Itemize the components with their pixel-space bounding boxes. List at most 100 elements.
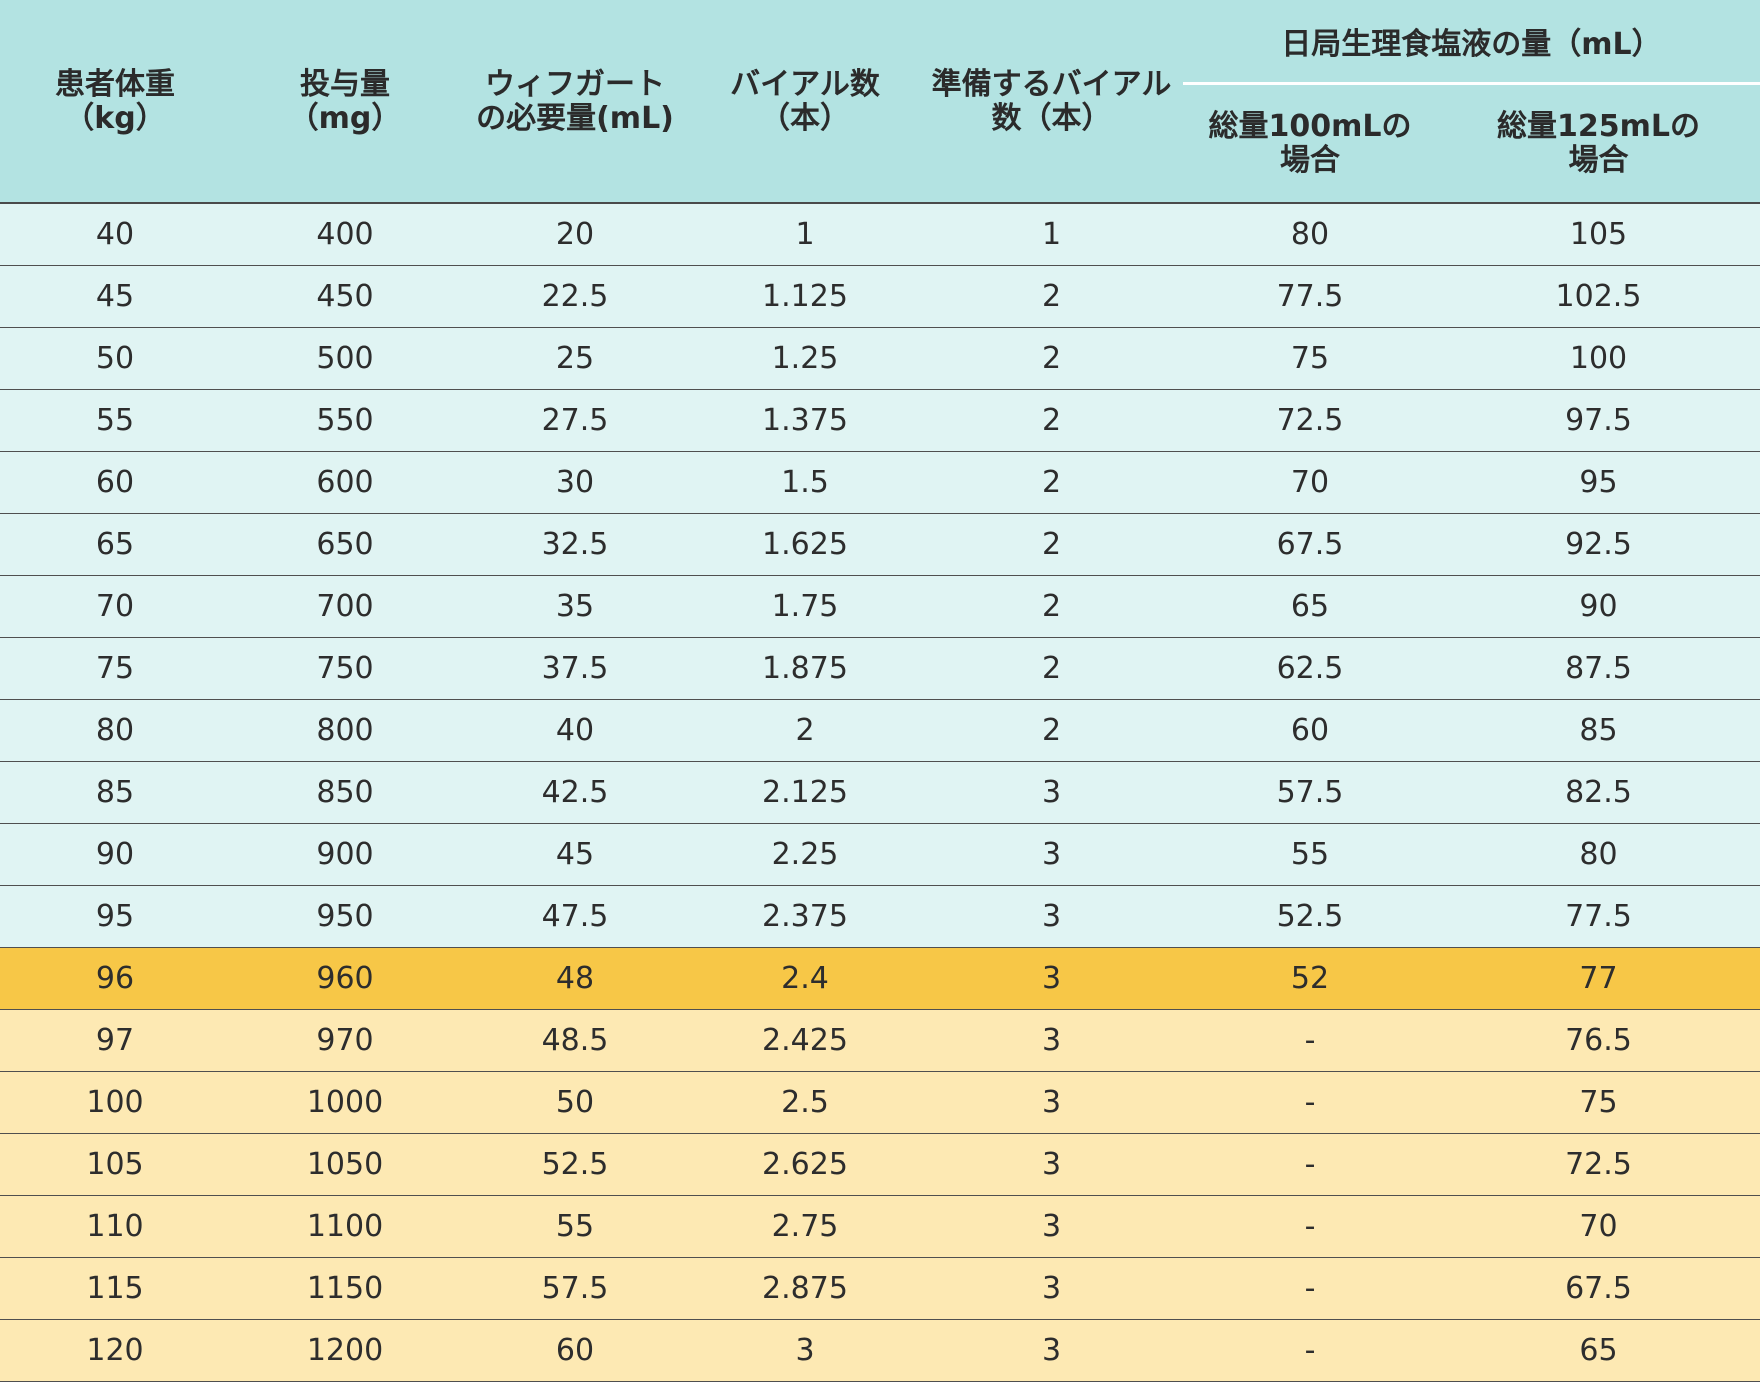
- table-row: 75 750 37.5 1.875 2 62.5 87.5: [0, 638, 1760, 700]
- header-required-volume-line2: の必要量(mL): [476, 101, 674, 136]
- cell-required-volume: 55: [555, 1209, 595, 1244]
- cell-required-volume: 22.5: [541, 279, 609, 314]
- header-patient-weight-line2: （kg）: [64, 101, 166, 136]
- cell-vials-to-prepare: 3: [1041, 1147, 1062, 1182]
- cell-patient-weight: 60: [95, 465, 135, 500]
- cell-saline-total-125ml: 85: [1579, 713, 1618, 748]
- cell-dose: 1200: [306, 1333, 384, 1368]
- table-row: 50 500 25 1.25 2 75 100: [0, 328, 1760, 390]
- cell-saline-total-100ml: 60: [1290, 713, 1330, 748]
- cell-vials-to-prepare: 3: [1041, 1271, 1062, 1306]
- cell-vials-to-prepare: 3: [1041, 1333, 1062, 1368]
- cell-patient-weight: 120: [86, 1333, 144, 1368]
- cell-saline-total-100ml: 52: [1290, 961, 1330, 996]
- header-saline-group: 日局生理食塩液の量（mL）: [1281, 27, 1662, 62]
- cell-vials-to-prepare: 3: [1041, 1085, 1062, 1120]
- cell-vials-to-prepare: 1: [1041, 217, 1062, 252]
- cell-saline-total-125ml: 87.5: [1565, 651, 1632, 686]
- header-vial-count-line2: （本）: [760, 101, 850, 136]
- cell-vials-to-prepare: 3: [1041, 1209, 1062, 1244]
- cell-saline-total-125ml: 102.5: [1555, 279, 1642, 314]
- cell-dose: 650: [316, 527, 374, 562]
- cell-vials-to-prepare: 2: [1041, 651, 1062, 686]
- header-total-100ml-line1: 総量100mLの: [1208, 108, 1412, 144]
- cell-vials-to-prepare: 3: [1041, 899, 1062, 934]
- cell-required-volume: 60: [555, 1333, 595, 1368]
- cell-required-volume: 40: [555, 713, 595, 748]
- header-required-volume: ウィフガート の必要量(mL): [460, 0, 690, 204]
- cell-vial-count: 2.25: [771, 837, 839, 872]
- cell-saline-total-100ml: 52.5: [1276, 899, 1344, 934]
- cell-saline-total-100ml: 75: [1290, 341, 1330, 376]
- cell-vials-to-prepare: 2: [1041, 527, 1062, 562]
- cell-saline-total-125ml: 77: [1579, 961, 1618, 996]
- table-row: 85 850 42.5 2.125 3 57.5 82.5: [0, 762, 1760, 824]
- header-vials-to-prepare: 準備するバイアル 数（本）: [920, 0, 1183, 204]
- cell-required-volume: 50: [555, 1085, 595, 1120]
- cell-saline-total-100ml: -: [1304, 1209, 1316, 1244]
- cell-saline-total-125ml: 82.5: [1565, 775, 1632, 810]
- header-total-125ml: 総量125mLの 場合: [1437, 85, 1760, 202]
- cell-required-volume: 52.5: [541, 1147, 609, 1182]
- cell-vial-count: 2.425: [762, 1023, 848, 1058]
- cell-saline-total-125ml: 65: [1579, 1333, 1618, 1368]
- cell-vial-count: 2.4: [781, 961, 829, 996]
- header-total-100ml-line2: 場合: [1280, 142, 1340, 178]
- cell-saline-total-100ml: -: [1304, 1085, 1316, 1120]
- cell-vial-count: 2.125: [762, 775, 848, 810]
- cell-saline-total-125ml: 100: [1569, 341, 1628, 376]
- cell-vial-count: 1: [795, 217, 815, 252]
- cell-saline-total-100ml: 80: [1290, 217, 1330, 252]
- table-row: 90 900 45 2.25 3 55 80: [0, 824, 1760, 886]
- header-total-125ml-line1: 総量125mLの: [1497, 108, 1700, 144]
- table-row: 40 400 20 1 1 80 105: [0, 204, 1760, 266]
- table-row: 100 1000 50 2.5 3 - 75: [0, 1072, 1760, 1134]
- table-row: 120 1200 60 3 3 - 65: [0, 1320, 1760, 1382]
- table-row: 45 450 22.5 1.125 2 77.5 102.5: [0, 266, 1760, 328]
- cell-saline-total-125ml: 95: [1579, 465, 1618, 500]
- cell-vial-count: 1.25: [771, 341, 839, 376]
- cell-dose: 800: [316, 713, 374, 748]
- cell-patient-weight: 96: [95, 961, 135, 996]
- cell-vial-count: 1.75: [771, 589, 839, 624]
- cell-patient-weight: 105: [86, 1147, 144, 1182]
- cell-vials-to-prepare: 2: [1041, 465, 1062, 500]
- cell-dose: 850: [316, 775, 374, 810]
- cell-saline-total-100ml: -: [1304, 1147, 1316, 1182]
- table-row: 97 970 48.5 2.425 3 - 76.5: [0, 1010, 1760, 1072]
- cell-patient-weight: 97: [95, 1023, 135, 1058]
- cell-dose: 900: [316, 837, 374, 872]
- cell-vials-to-prepare: 3: [1041, 775, 1062, 810]
- cell-patient-weight: 45: [95, 279, 135, 314]
- cell-vials-to-prepare: 2: [1041, 713, 1062, 748]
- cell-required-volume: 45: [555, 837, 595, 872]
- cell-saline-total-100ml: 55: [1290, 837, 1330, 872]
- table-row: 95 950 47.5 2.375 3 52.5 77.5: [0, 886, 1760, 948]
- cell-dose: 1150: [306, 1271, 384, 1306]
- cell-saline-total-125ml: 90: [1579, 589, 1618, 624]
- cell-patient-weight: 50: [95, 341, 135, 376]
- cell-required-volume: 48.5: [541, 1023, 609, 1058]
- cell-dose: 700: [316, 589, 374, 624]
- cell-vial-count: 1.625: [762, 527, 848, 562]
- cell-saline-total-125ml: 92.5: [1565, 527, 1632, 562]
- cell-patient-weight: 110: [86, 1209, 144, 1244]
- cell-saline-total-100ml: -: [1304, 1023, 1316, 1058]
- cell-saline-total-100ml: 62.5: [1276, 651, 1344, 686]
- cell-dose: 450: [316, 279, 374, 314]
- cell-dose: 550: [316, 403, 374, 438]
- cell-vials-to-prepare: 3: [1041, 961, 1062, 996]
- table-row: 96 960 48 2.4 3 52 77: [0, 948, 1760, 1010]
- cell-dose: 1100: [306, 1209, 384, 1244]
- cell-saline-total-100ml: 70: [1290, 465, 1330, 500]
- cell-saline-total-125ml: 67.5: [1565, 1271, 1632, 1306]
- table-row: 65 650 32.5 1.625 2 67.5 92.5: [0, 514, 1760, 576]
- cell-vial-count: 1.5: [781, 465, 829, 500]
- cell-patient-weight: 80: [95, 713, 135, 748]
- cell-dose: 970: [316, 1023, 374, 1058]
- cell-vial-count: 3: [795, 1333, 815, 1368]
- cell-patient-weight: 40: [95, 217, 135, 252]
- table-row: 115 1150 57.5 2.875 3 - 67.5: [0, 1258, 1760, 1320]
- table-row: 80 800 40 2 2 60 85: [0, 700, 1760, 762]
- cell-patient-weight: 115: [86, 1271, 144, 1306]
